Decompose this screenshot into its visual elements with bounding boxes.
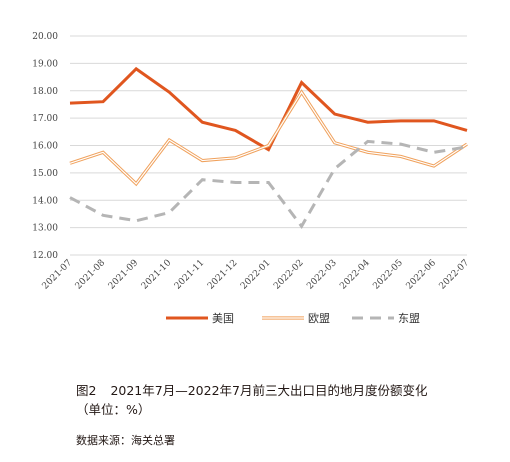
data-point	[267, 181, 270, 184]
x-tick-label: 2022-07	[438, 258, 472, 292]
figure-number: 图2	[76, 383, 97, 398]
data-point	[366, 151, 369, 154]
figure-caption: 图2 2021年7月—2022年7月前三大出口目的地月度份额变化 （单位：%）	[76, 381, 496, 419]
data-point	[234, 156, 237, 159]
series-1-line	[69, 66, 469, 152]
x-tick-label: 2022-06	[405, 258, 439, 292]
x-tick-label: 2022-02	[272, 258, 306, 292]
x-tick-label: 2022-04	[338, 258, 372, 292]
data-point	[102, 151, 105, 154]
y-tick-label: 16.00	[32, 142, 58, 152]
data-source: 数据来源：海关总署	[76, 434, 175, 447]
x-tick-label: 2021-09	[107, 258, 141, 292]
data-point	[168, 91, 171, 94]
legend-item-2: 欧盟	[262, 312, 330, 325]
x-axis-ticks: 2021-07 2021-08 2021-09 2021-10 2021-11 2021-…	[41, 258, 472, 292]
data-point	[201, 159, 204, 162]
y-tick-label: 18.00	[32, 87, 58, 97]
y-tick-label: 15.00	[32, 169, 58, 179]
data-point	[201, 178, 204, 181]
x-tick-label: 2022-01	[239, 258, 273, 292]
data-point	[267, 144, 270, 147]
y-tick-label: 14.00	[32, 196, 58, 206]
legend-label: 欧盟	[308, 312, 330, 325]
data-point	[366, 121, 369, 124]
data-point	[234, 129, 237, 132]
data-point	[432, 165, 435, 168]
x-tick-label: 2021-11	[173, 258, 207, 292]
y-tick-label: 20.00	[32, 32, 58, 42]
data-point	[102, 100, 105, 103]
data-point	[234, 181, 237, 184]
legend-label: 东盟	[398, 312, 420, 325]
legend-label: 美国	[212, 312, 234, 325]
data-point	[135, 182, 138, 185]
y-tick-label: 19.00	[32, 59, 58, 69]
data-point	[267, 148, 270, 151]
series-3-line	[69, 139, 469, 229]
series-line-solid	[69, 66, 468, 152]
data-point	[168, 211, 171, 214]
data-point	[466, 143, 469, 146]
figure-title: 2021年7月—2022年7月前三大出口目的地月度份额变化	[110, 383, 428, 398]
y-axis-ticks: 12.00 13.00 14.00 15.00 16.00 17.00 18.00 19.00…	[32, 32, 58, 261]
y-tick-label: 12.00	[32, 251, 58, 261]
data-point	[399, 155, 402, 158]
data-point	[168, 139, 171, 142]
x-tick-label: 2021-10	[140, 258, 174, 292]
legend-item-3: 东盟	[352, 312, 420, 325]
legend: 美国 欧盟 东盟	[166, 312, 420, 325]
data-point	[102, 214, 105, 217]
series-line-dashed	[69, 139, 468, 229]
data-point	[135, 219, 138, 222]
data-point	[432, 151, 435, 154]
data-point	[69, 162, 72, 165]
series-line-inner	[69, 91, 468, 185]
y-tick-label: 13.00	[32, 224, 58, 234]
x-tick-label: 2022-03	[305, 258, 339, 292]
data-point	[69, 102, 72, 105]
figure-unit: （单位：%）	[76, 402, 151, 417]
series-line-outer	[69, 89, 468, 187]
series-2-line	[69, 89, 469, 187]
data-point	[399, 143, 402, 146]
data-point	[201, 121, 204, 124]
legend-item-1: 美国	[166, 312, 234, 325]
data-point	[333, 167, 336, 170]
data-point	[466, 145, 469, 148]
data-point	[69, 196, 72, 199]
data-point	[399, 119, 402, 122]
data-point	[333, 141, 336, 144]
data-point	[333, 113, 336, 116]
data-point	[300, 91, 303, 94]
data-point	[300, 225, 303, 228]
series-lines	[69, 66, 469, 229]
x-tick-label: 2021-07	[41, 258, 75, 292]
x-tick-label: 2022-05	[371, 258, 405, 292]
data-point	[466, 129, 469, 132]
x-tick-label: 2021-12	[206, 258, 240, 292]
data-point	[135, 67, 138, 70]
data-point	[300, 81, 303, 84]
x-tick-label: 2021-08	[74, 258, 108, 292]
y-tick-label: 17.00	[32, 114, 58, 124]
line-chart: 12.00 13.00 14.00 15.00 16.00 17.00 18.00 19.00…	[32, 32, 472, 325]
data-point	[432, 119, 435, 122]
data-point	[366, 140, 369, 143]
